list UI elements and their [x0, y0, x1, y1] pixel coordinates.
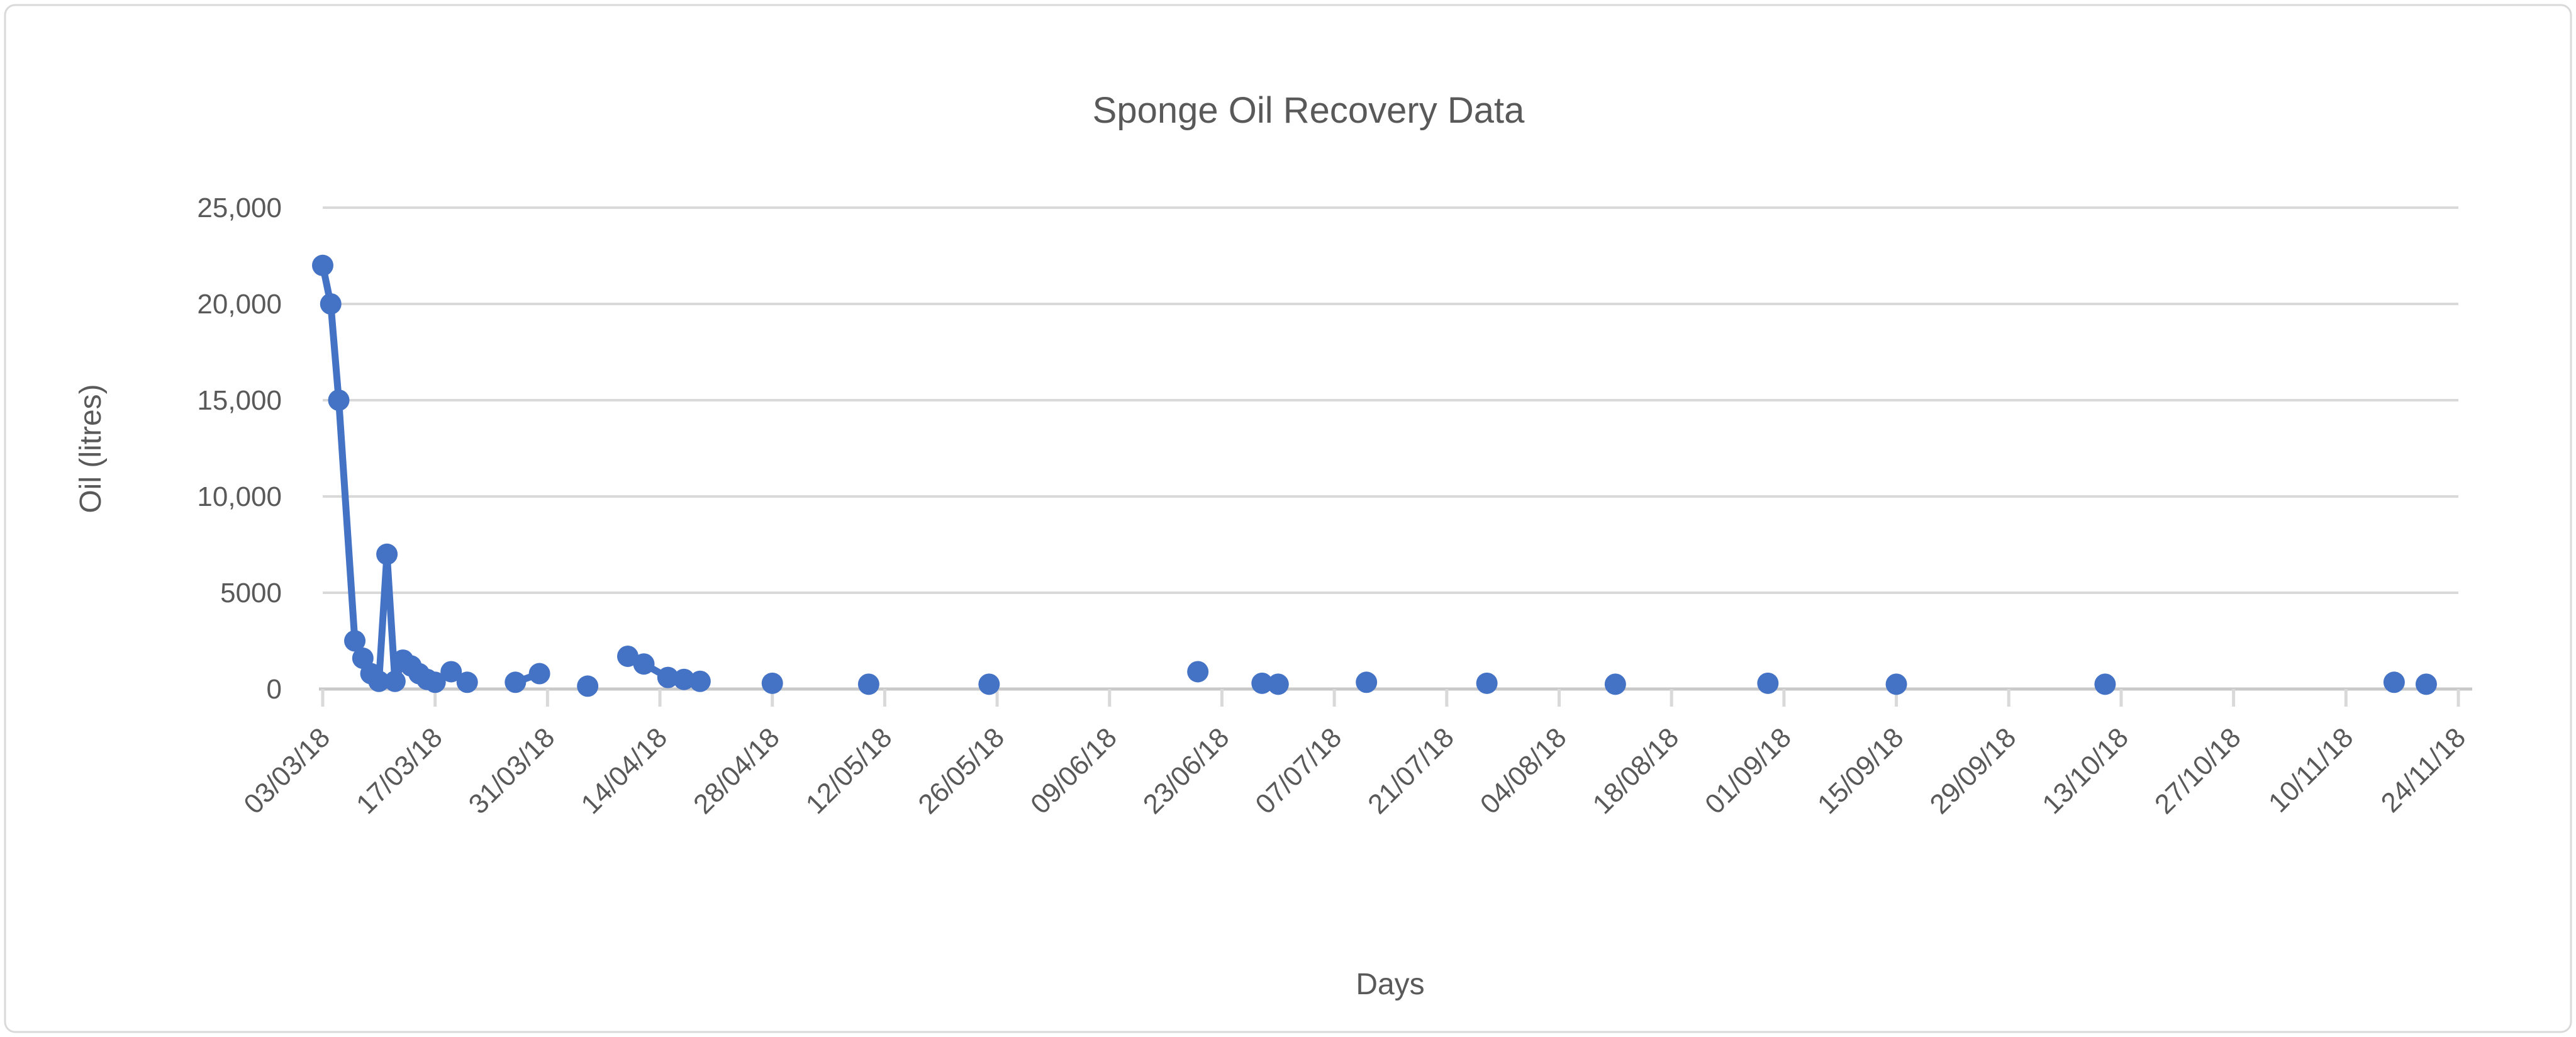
data-point [1251, 672, 1273, 694]
x-tick-label: 04/08/18 [1475, 722, 1573, 820]
x-tick-label: 12/05/18 [800, 722, 898, 820]
data-point [577, 675, 599, 697]
data-point [1757, 672, 1779, 694]
x-tick-label: 10/11/18 [2263, 722, 2359, 818]
data-point [1604, 673, 1626, 695]
x-tick-label: 18/08/18 [1587, 722, 1685, 820]
y-tick-label: 0 [267, 674, 282, 705]
series-line-segment [319, 262, 471, 686]
data-point [857, 673, 879, 695]
gridlines [323, 206, 2458, 594]
data-point [528, 663, 550, 685]
y-tick-label: 20,000 [197, 289, 282, 320]
data-point [673, 668, 695, 690]
chart-title: Sponge Oil Recovery Data [1093, 90, 1525, 131]
data-point [1885, 673, 1907, 695]
x-tick-marks [321, 689, 2460, 707]
x-tick-label: 15/09/18 [1812, 722, 1910, 820]
data-point [657, 666, 679, 688]
data-point [2383, 671, 2405, 693]
data-point [456, 671, 478, 693]
x-tick-label: 07/07/18 [1249, 722, 1347, 820]
x-tick-label: 17/03/18 [350, 722, 449, 820]
x-tick-label: 21/07/18 [1362, 722, 1460, 820]
y-tick-labels: 25,000 20,000 15,000 10,000 5000 0 [197, 193, 282, 705]
y-tick-label: 25,000 [197, 193, 282, 223]
data-point [1476, 672, 1498, 694]
data-point [440, 661, 462, 683]
x-tick-label: 31/03/18 [463, 722, 561, 820]
data-point [368, 670, 390, 692]
x-tick-label: 23/06/18 [1137, 722, 1235, 820]
data-point [2415, 673, 2437, 695]
x-tick-label: 03/03/18 [238, 722, 336, 820]
x-tick-label: 14/04/18 [575, 722, 673, 820]
data-point [320, 293, 342, 315]
data-point [689, 670, 711, 692]
x-tick-label: 28/04/18 [688, 722, 786, 820]
x-tick-label: 01/09/18 [1699, 722, 1797, 820]
data-point [1356, 671, 1378, 693]
x-tick-label: 29/09/18 [1924, 722, 2022, 820]
data-point [344, 630, 366, 652]
data-point [384, 670, 406, 692]
x-tick-label: 26/05/18 [912, 722, 1010, 820]
data-point [376, 543, 398, 565]
y-tick-label: 15,000 [197, 385, 282, 416]
data-point [2094, 673, 2116, 695]
y-axis-title: Oil (litres) [74, 384, 108, 513]
chart-border [4, 4, 2572, 1033]
x-tick-label: 24/11/18 [2375, 722, 2472, 818]
data-point [312, 254, 333, 276]
y-tick-label: 10,000 [197, 481, 282, 512]
series-markers [312, 254, 2437, 697]
data-point [424, 671, 446, 693]
data-point [633, 653, 655, 675]
x-axis-title: Days [1356, 968, 1424, 1001]
x-tick-label: 13/10/18 [2036, 722, 2134, 820]
data-point [617, 645, 638, 667]
data-point [1267, 673, 1289, 695]
x-tick-label: 27/10/18 [2149, 722, 2247, 820]
data-point [1187, 661, 1209, 683]
data-point [328, 390, 350, 411]
data-point [761, 672, 783, 694]
x-tick-label: 09/06/18 [1025, 722, 1123, 820]
y-tick-label: 5000 [220, 578, 282, 608]
data-point [505, 671, 527, 693]
data-point [978, 673, 1000, 695]
x-tick-labels: 03/03/18 17/03/18 31/03/18 14/04/18 28/04/18… [238, 722, 2472, 820]
series-lines [319, 262, 1282, 688]
